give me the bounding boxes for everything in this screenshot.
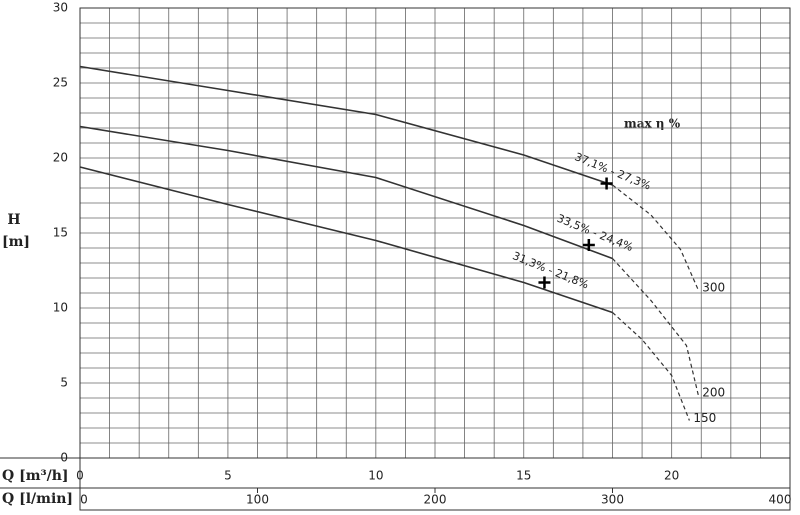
curve (79, 125, 613, 260)
x2-tick-label: 100 (246, 493, 269, 507)
annotation: max η % (624, 117, 681, 131)
bep-marker (600, 177, 613, 190)
bep-marker (538, 276, 551, 289)
curve-extension (612, 258, 699, 396)
curve (79, 65, 613, 186)
x2-tick-label: 300 (601, 493, 624, 507)
y-label: H (7, 212, 20, 228)
y-tick-label: 5 (60, 376, 68, 390)
bep-marker (582, 239, 595, 251)
curve-label: 150 (693, 411, 716, 425)
y-tick-label: 0 (60, 451, 68, 465)
curve-label: 300 (702, 281, 725, 295)
x-tick-label: 20 (664, 469, 679, 483)
curve-extension (612, 184, 699, 291)
x2-tick-label: 200 (424, 493, 447, 507)
bep-label: 31,3% - 21,8% (511, 249, 591, 291)
x-tick-label: 10 (368, 469, 383, 483)
x2-tick-label: 400 (769, 493, 792, 507)
y-label: [m] (2, 234, 30, 250)
curve-label: 200 (702, 386, 725, 400)
x-tick-label: 0 (76, 469, 84, 483)
y-tick-label: 20 (53, 151, 68, 165)
axis-frame (79, 7, 791, 511)
x2-label: Q [l/min] (2, 491, 73, 507)
x-tick-label: 15 (516, 469, 531, 483)
y-tick-label: 10 (53, 301, 68, 315)
x2-tick-label: 0 (80, 493, 88, 507)
curve-extension (612, 312, 690, 421)
x-label: Q [m³/h] (2, 468, 69, 484)
curve (79, 166, 613, 314)
y-tick-label: 25 (53, 76, 68, 90)
y-tick-label: 30 (53, 1, 68, 15)
x-tick-label: 5 (224, 469, 232, 483)
y-tick-label: 15 (53, 226, 68, 240)
